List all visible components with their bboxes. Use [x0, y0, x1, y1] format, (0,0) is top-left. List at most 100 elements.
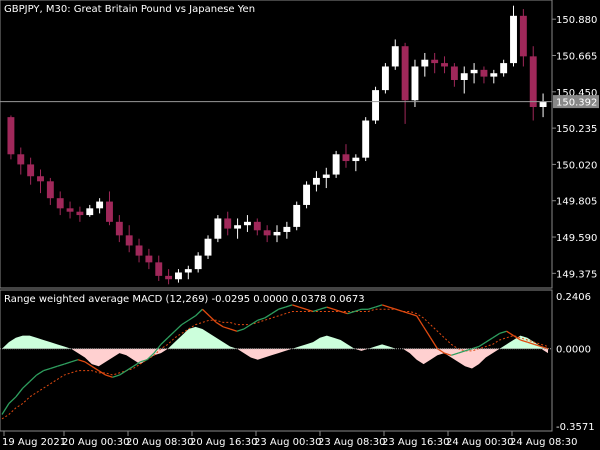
macd-line-segment — [208, 315, 217, 323]
macd-line-segment — [250, 319, 259, 326]
time-tick-label: 19 Aug 2021 — [2, 437, 66, 448]
candle-body — [224, 218, 232, 229]
macd-line-segment — [57, 363, 65, 367]
macd-histogram — [2, 326, 548, 369]
candle-body — [362, 120, 370, 158]
macd-line-segment — [423, 326, 432, 339]
macd-line-segment — [326, 306, 334, 310]
candle-body — [401, 46, 409, 101]
candle-body — [519, 15, 527, 57]
price-tick-label: 150.880 — [556, 15, 597, 26]
price-tick-label: 149.590 — [556, 233, 597, 244]
macd-line-segment — [146, 352, 155, 361]
candle-body — [17, 154, 25, 165]
macd-line-segment — [533, 343, 542, 348]
candle-body — [253, 221, 261, 231]
macd-line-segment — [429, 337, 438, 350]
macd-line-segment — [43, 367, 51, 372]
candle-body — [450, 66, 458, 80]
macd-line-segment — [236, 328, 245, 332]
macd-scale-top: 0.2406 — [556, 292, 591, 303]
candle-body — [332, 154, 340, 175]
macd-line-segment — [375, 304, 383, 308]
candle-body — [322, 174, 330, 178]
macd-line-segment — [527, 341, 535, 345]
macd-line-segment — [292, 304, 300, 308]
candle-body — [165, 275, 173, 280]
macd-line-segment — [215, 321, 224, 328]
candle-body — [145, 255, 153, 263]
current-price-value: 150.392 — [556, 98, 597, 109]
macd-line-segment — [285, 304, 293, 308]
candle-body — [56, 198, 64, 209]
time-tick-label: 24 Aug 00:30 — [446, 437, 513, 448]
candle-body — [381, 66, 389, 91]
candle-body — [194, 255, 202, 270]
candle-body — [234, 225, 242, 229]
candle-body — [470, 69, 478, 74]
candle-body — [273, 231, 281, 236]
macd-line-segment — [77, 359, 86, 363]
candle-body — [312, 177, 320, 185]
macd-line-segment — [29, 374, 38, 383]
macd-line-segment — [395, 308, 404, 313]
candle-body — [76, 211, 84, 216]
signal-line — [1, 308, 549, 420]
candle-body — [342, 154, 350, 162]
macd-line-segment — [388, 306, 397, 310]
macd-line-segment — [402, 310, 410, 315]
macd-line-segment — [201, 308, 210, 317]
time-tick-label: 20 Aug 08:30 — [126, 437, 193, 448]
macd-line-segment — [368, 306, 376, 310]
macd-line-segment — [444, 352, 452, 356]
macd-scale-bottom: -0.3571 — [556, 422, 595, 433]
macd-scale-zero: 0.0000 — [556, 345, 591, 356]
macd-line-segment — [229, 328, 238, 332]
price-tick-label: 149.375 — [556, 269, 597, 280]
macd-line-segment — [119, 370, 127, 376]
macd-line-segment — [50, 365, 58, 370]
price-tick-label: 150.235 — [556, 124, 597, 135]
macd-line-segment — [91, 365, 100, 372]
symbol-label: GBPJPY, M30: Great Britain Pound vs Japa… — [4, 4, 255, 15]
price-tick-label: 150.665 — [556, 52, 597, 63]
macd-line-segment — [264, 313, 272, 319]
macd-line-segment — [1, 403, 10, 415]
price-tick-label: 150.020 — [556, 160, 597, 171]
time-tick-label: 23 Aug 00:30 — [254, 437, 321, 448]
macd-line-segment — [257, 317, 265, 321]
candle-body — [510, 15, 517, 64]
macd-line-segment — [416, 315, 425, 328]
macd-line-segment — [347, 310, 355, 315]
macd-line-segment — [298, 306, 307, 310]
macd-lines — [1, 304, 549, 420]
price-panel[interactable] — [0, 0, 553, 289]
macd-line-segment — [195, 308, 203, 317]
macd-line-segment — [98, 370, 107, 376]
candle-body — [27, 164, 35, 177]
candle-body — [293, 204, 301, 227]
candle-body — [204, 238, 212, 256]
time-tick-label: 23 Aug 08:30 — [318, 437, 385, 448]
candle-body — [115, 221, 123, 236]
candle-body — [539, 101, 547, 108]
current-price-badge — [553, 95, 599, 109]
macd-line-segment — [153, 343, 162, 354]
price-axis: 150.880 150.665 150.450 150.235 150.020 149.8… — [552, 15, 597, 280]
macd-line-segment — [132, 361, 141, 367]
macd-line-segment — [174, 324, 183, 332]
macd-line-segment — [243, 324, 252, 330]
macd-line-segment — [312, 308, 321, 313]
candle-body — [263, 230, 271, 236]
candle-body — [243, 221, 251, 226]
candle-body — [46, 181, 54, 199]
candle-body — [37, 176, 44, 182]
candle-body — [214, 218, 222, 239]
macd-line-segment — [188, 315, 196, 321]
time-tick-label: 24 Aug 08:30 — [510, 437, 577, 448]
macd-line-segment — [305, 308, 314, 313]
candle-body — [106, 201, 113, 222]
macd-line-segment — [319, 306, 328, 310]
